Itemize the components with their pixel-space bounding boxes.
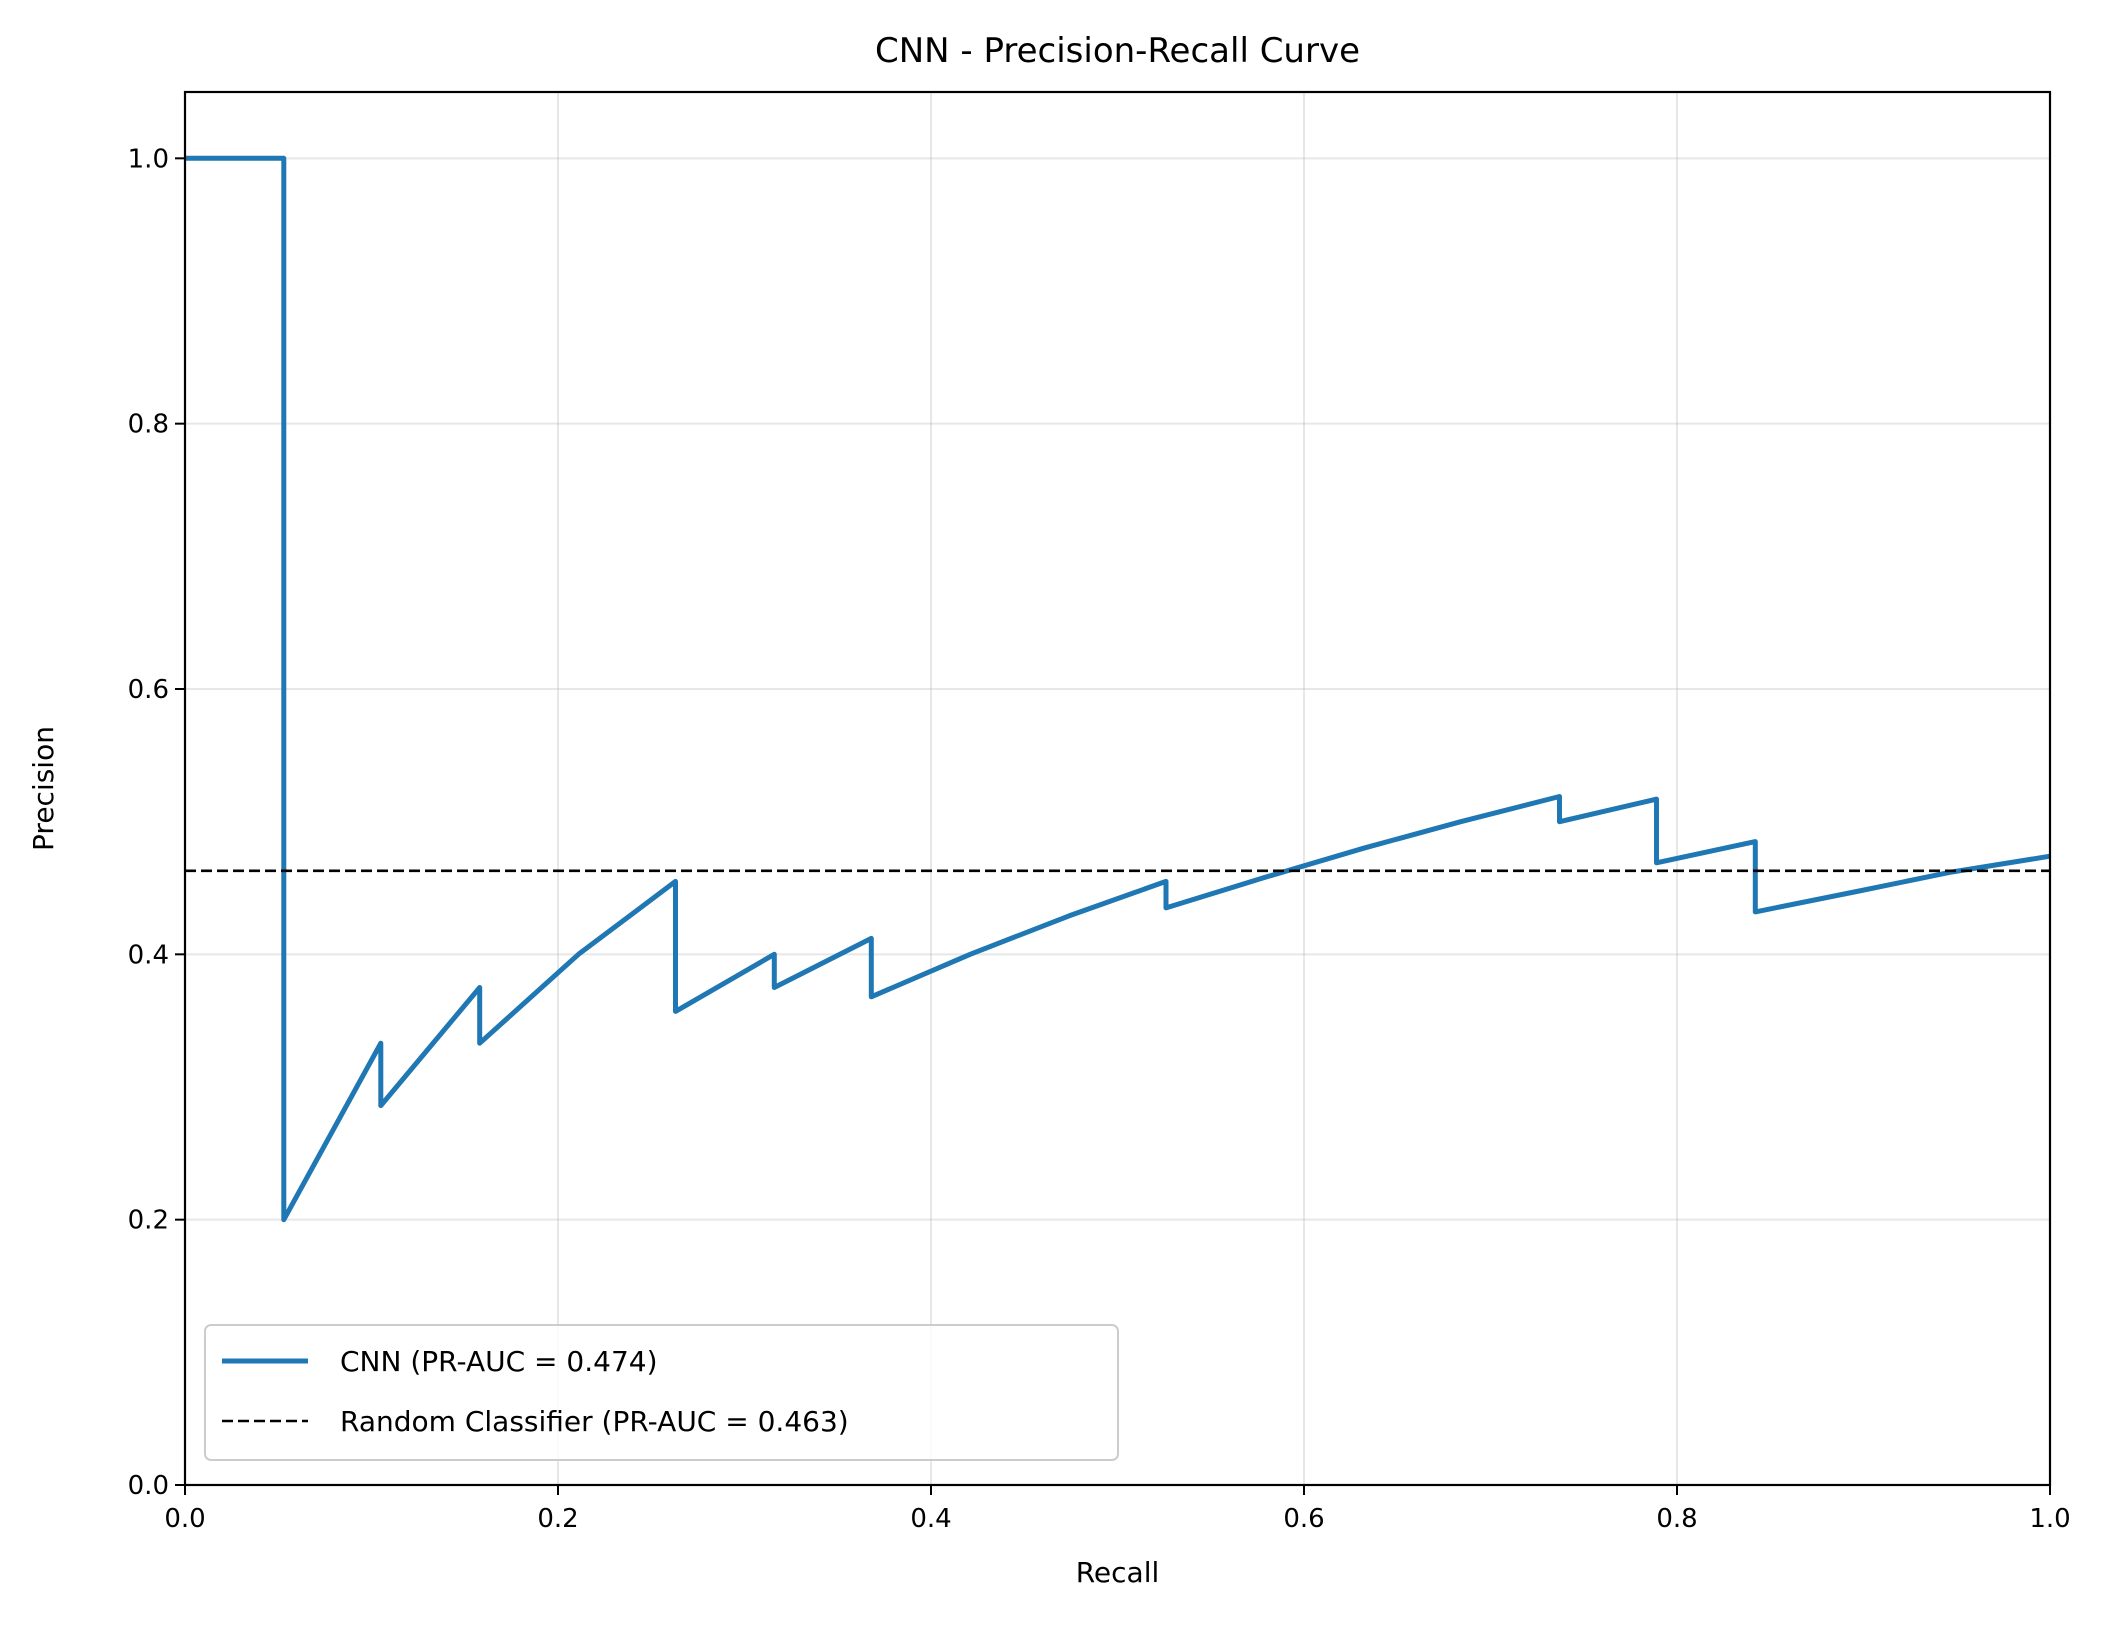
x-tick-label: 0.8 <box>1656 1504 1697 1534</box>
series-line-cnn <box>185 155 2051 1223</box>
y-tick-label: 0.6 <box>128 675 169 705</box>
y-tick-label: 0.0 <box>128 1471 169 1501</box>
legend-label-random: Random Classifier (PR-AUC = 0.463) <box>340 1405 849 1438</box>
axis-ticks: 0.0 0.2 0.4 0.6 0.8 1.0 0.0 0.2 0.4 0.6 0.8 1.0 <box>128 144 2071 1534</box>
x-tick-label: 0.2 <box>537 1504 578 1534</box>
x-tick-label: 0.4 <box>910 1504 951 1534</box>
chart-title: CNN - Precision-Recall Curve <box>875 31 1360 71</box>
y-tick-label: 0.8 <box>128 410 169 440</box>
x-axis-label: Recall <box>1076 1556 1160 1589</box>
plot-frame <box>183 90 2052 1487</box>
y-tick-label: 0.4 <box>128 940 169 970</box>
y-tick-label: 1.0 <box>128 144 169 174</box>
grid-lines <box>184 92 2051 1486</box>
y-axis-label: Precision <box>27 726 60 851</box>
x-tick-label: 0.0 <box>164 1504 205 1534</box>
legend-box <box>204 1324 1119 1461</box>
legend-label-cnn: CNN (PR-AUC = 0.474) <box>340 1345 658 1378</box>
y-tick-label: 0.2 <box>128 1206 169 1236</box>
x-tick-label: 1.0 <box>2029 1504 2070 1534</box>
legend: CNN (PR-AUC = 0.474) Random Classifier (… <box>204 1324 1119 1461</box>
x-tick-label: 0.6 <box>1283 1504 1324 1534</box>
series-layer <box>185 155 2051 1223</box>
